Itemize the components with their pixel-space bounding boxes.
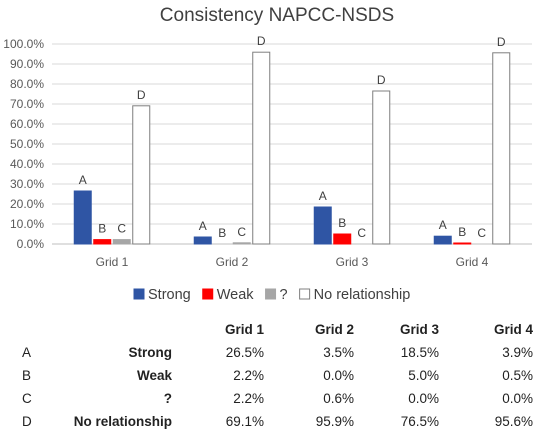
bars: [73, 51, 511, 245]
y-tick-label: 50.0%: [10, 137, 44, 151]
bar-letter-label: B: [218, 226, 226, 240]
row-letter: A: [22, 345, 32, 360]
bar-letter-label: D: [497, 35, 506, 49]
bar: [433, 235, 452, 245]
bar-letter-label: A: [439, 218, 447, 232]
y-tick-label: 20.0%: [10, 197, 44, 211]
bar-letter-label: B: [458, 225, 466, 239]
bar: [252, 51, 271, 245]
bar-letter-label: C: [357, 226, 366, 240]
row-letter: D: [22, 414, 32, 429]
table-header-cell: Grid 3: [399, 322, 439, 337]
y-tick-label: 0.0%: [17, 237, 45, 251]
table-cell: 0.5%: [502, 368, 533, 383]
bar-letter-label: A: [79, 173, 87, 187]
legend-label: ?: [280, 287, 288, 303]
bar-letter-label: B: [338, 216, 346, 230]
bar-letter-label: C: [237, 225, 246, 239]
table-header-cell: Grid 2: [314, 322, 354, 337]
table-cell: 3.9%: [502, 345, 533, 360]
bar-letter-label: B: [98, 222, 106, 236]
legend: Strong Weak? No relationship: [133, 287, 411, 303]
bar: [232, 242, 251, 245]
y-tick-label: 80.0%: [10, 77, 44, 91]
bar: [93, 239, 112, 245]
table-cell: 3.5%: [323, 345, 354, 360]
legend-swatch: [265, 288, 277, 300]
row-label: Weak: [136, 368, 172, 383]
x-tick-label: Grid 4: [456, 255, 489, 269]
bar-chart: Consistency NAPCC-NSDS 0.0% 10.0% 20.0% 30.…: [3, 5, 532, 303]
y-tick-label: 70.0%: [10, 97, 44, 111]
y-tick-label: 40.0%: [10, 157, 44, 171]
table-header-row: Grid 1 Grid 2 Grid 3 Grid 4: [0, 320, 550, 342]
legend-swatch: [202, 288, 214, 300]
table-cell: 76.5%: [400, 414, 439, 429]
y-tick-label: 10.0%: [10, 217, 44, 231]
table-cell: 5.0%: [408, 368, 439, 383]
bar: [333, 233, 352, 245]
bar-letter-label: A: [199, 219, 207, 233]
chart-title: Consistency NAPCC-NSDS: [160, 5, 394, 26]
y-axis-ticks: 0.0% 10.0% 20.0% 30.0% 40.0% 50.0% 60.0% 70.0% 8…: [3, 37, 44, 251]
x-tick-label: Grid 2: [216, 255, 249, 269]
table-cell: 2.2%: [233, 368, 264, 383]
row-label: ?: [163, 391, 172, 406]
table-cell: 69.1%: [225, 414, 264, 429]
bar: [193, 236, 212, 245]
legend-label: Strong: [148, 287, 191, 303]
legend-label: Weak: [217, 287, 255, 303]
table-cell: 18.5%: [400, 345, 439, 360]
table-cell: 0.6%: [323, 391, 354, 406]
bar: [112, 239, 131, 245]
y-tick-label: 60.0%: [10, 117, 44, 131]
table-row: B Weak 2.2% 0.0% 5.0% 0.5%: [0, 366, 550, 388]
bar: [453, 242, 472, 245]
table-cell: 0.0%: [323, 368, 354, 383]
bar-letter-label: C: [117, 222, 126, 236]
bar: [492, 52, 511, 245]
bar-letter-label: D: [137, 88, 146, 102]
x-tick-label: Grid 1: [96, 255, 129, 269]
row-label: Strong: [128, 345, 173, 360]
gridlines: [52, 43, 532, 245]
bar: [372, 90, 391, 245]
row-letter: B: [22, 368, 32, 383]
bar-letter-label: C: [477, 226, 486, 240]
table-row: C ? 2.2% 0.6% 0.0% 0.0%: [0, 389, 550, 411]
legend-swatch: [133, 288, 145, 300]
table-header-cell: Grid 1: [224, 322, 264, 337]
table-cell: 0.0%: [408, 391, 439, 406]
table-cell: 26.5%: [225, 345, 264, 360]
bar: [73, 190, 92, 245]
table-cell: 0.0%: [502, 391, 533, 406]
y-tick-label: 30.0%: [10, 177, 44, 191]
legend-label: No relationship: [314, 287, 411, 303]
table-row: A Strong 26.5% 3.5% 18.5% 3.9%: [0, 343, 550, 365]
bar: [132, 105, 151, 245]
bar-letter-label: A: [319, 189, 327, 203]
y-tick-label: 100.0%: [3, 37, 44, 51]
row-letter: C: [22, 391, 32, 406]
table-cell: 95.9%: [315, 414, 354, 429]
table-cell: 2.2%: [233, 391, 264, 406]
y-tick-label: 90.0%: [10, 57, 44, 71]
bar: [313, 206, 332, 245]
table-cell: 95.6%: [494, 414, 533, 429]
bar-letter-label: D: [377, 73, 386, 87]
bar-letter-label: D: [257, 34, 266, 48]
table-row: D No relationship 69.1% 95.9% 76.5% 95.6…: [0, 412, 550, 434]
table-header-cell: Grid 4: [493, 322, 533, 337]
legend-swatch: [299, 288, 311, 300]
x-axis-ticks: Grid 1 Grid 2 Grid 3 Grid 4: [96, 255, 489, 269]
row-label: No relationship: [73, 414, 172, 429]
x-tick-label: Grid 3: [336, 255, 369, 269]
